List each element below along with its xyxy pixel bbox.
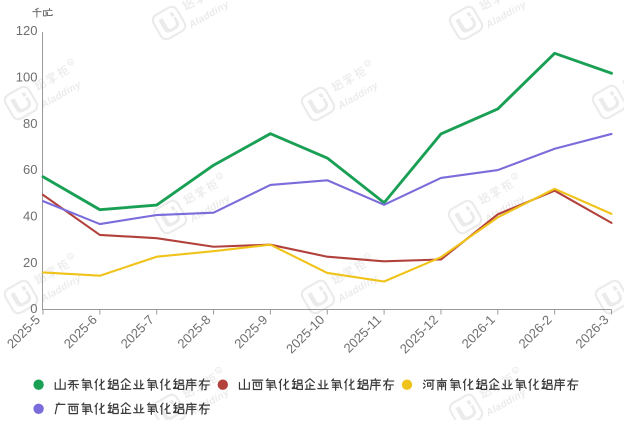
svg-text:0: 0	[30, 301, 37, 316]
svg-text:R: R	[365, 61, 371, 68]
svg-text:R: R	[217, 174, 223, 181]
svg-text:R: R	[216, 368, 222, 375]
svg-text:R: R	[365, 254, 371, 261]
svg-text:R: R	[68, 60, 74, 67]
svg-text:100: 100	[16, 70, 38, 85]
svg-text:40: 40	[23, 209, 37, 224]
svg-text:R: R	[512, 174, 518, 181]
svg-text:60: 60	[23, 162, 37, 177]
svg-text:20: 20	[23, 255, 37, 270]
svg-text:R: R	[513, 368, 519, 375]
svg-text:80: 80	[23, 116, 37, 131]
svg-text:R: R	[68, 254, 74, 261]
svg-text:120: 120	[16, 23, 38, 38]
